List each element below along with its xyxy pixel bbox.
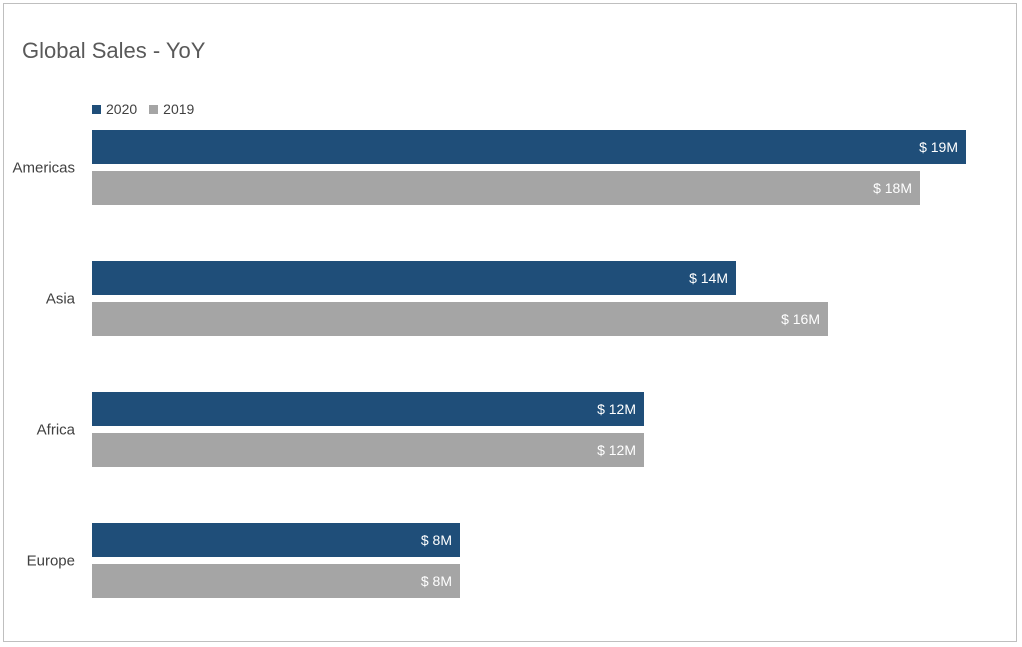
chart-title: Global Sales - YoY xyxy=(22,38,206,63)
bar-africa-2020 xyxy=(92,392,644,426)
legend-item-2020: 2020 xyxy=(92,101,137,117)
legend-item-2019: 2019 xyxy=(149,101,194,117)
data-label-africa-2019: $ 12M xyxy=(597,442,636,458)
data-label-americas-2020: $ 19M xyxy=(919,139,958,155)
bar-asia-2020 xyxy=(92,261,736,295)
bar-europe-2020 xyxy=(92,523,460,557)
bar-europe-2019 xyxy=(92,564,460,598)
legend-swatch-2019 xyxy=(149,104,159,114)
legend-label-2019: 2019 xyxy=(163,101,195,117)
category-label-africa: Africa xyxy=(37,422,76,439)
bar-asia-2019 xyxy=(92,302,828,336)
data-label-europe-2020: $ 8M xyxy=(421,532,452,548)
data-label-asia-2019: $ 16M xyxy=(781,311,820,327)
category-label-asia: Asia xyxy=(46,291,76,308)
category-label-americas: Americas xyxy=(12,160,75,177)
legend-label-2020: 2020 xyxy=(106,101,138,117)
data-label-asia-2020: $ 14M xyxy=(689,270,728,286)
bar-americas-2020 xyxy=(92,130,966,164)
legend: 2020 2019 xyxy=(92,101,194,117)
data-label-africa-2020: $ 12M xyxy=(597,401,636,417)
bar-americas-2019 xyxy=(92,171,920,205)
category-label-europe: Europe xyxy=(27,553,75,570)
bar-africa-2019 xyxy=(92,433,644,467)
data-label-americas-2019: $ 18M xyxy=(873,180,912,196)
legend-swatch-2020 xyxy=(92,104,101,114)
data-label-europe-2019: $ 8M xyxy=(421,573,452,589)
